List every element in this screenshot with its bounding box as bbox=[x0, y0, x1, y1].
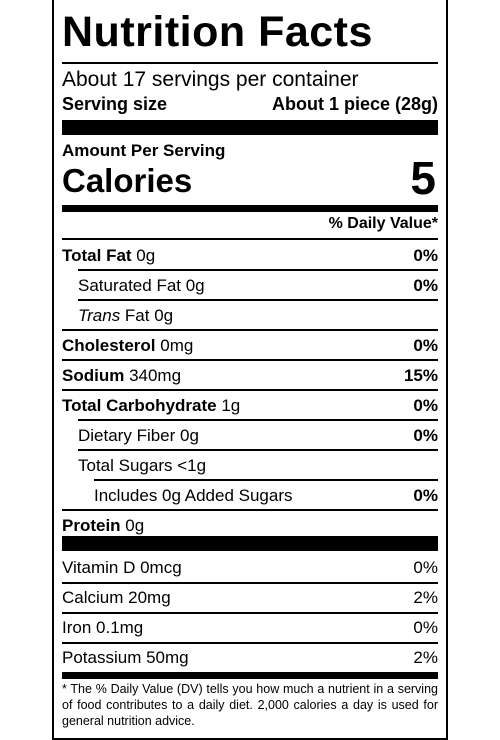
nutrient-row-sodium: Sodium 340mg 15% bbox=[62, 361, 438, 391]
medium-divider bbox=[62, 672, 438, 679]
nutrient-dv: 0% bbox=[413, 336, 438, 355]
vitamin-dv: 2% bbox=[413, 648, 438, 667]
vitamin-name: Potassium 50mg bbox=[62, 648, 189, 667]
footnote: * The % Daily Value (DV) tells you how m… bbox=[62, 682, 438, 728]
divider bbox=[94, 479, 438, 481]
nutrient-dv: 0% bbox=[413, 426, 438, 445]
vitamin-name: Iron 0.1mg bbox=[62, 618, 144, 637]
vitamin-row-vitamin-d: Vitamin D 0mcg 0% bbox=[62, 553, 438, 583]
nutrient-name: Sodium bbox=[62, 366, 125, 385]
nutrient-dv: 0% bbox=[413, 276, 438, 295]
divider bbox=[62, 612, 438, 614]
nutrient-name: Saturated Fat 0g bbox=[78, 276, 205, 295]
nutrient-row-total-sugars: Total Sugars <1g bbox=[78, 451, 438, 481]
nutrient-dv: 0% bbox=[413, 396, 438, 415]
vitamin-dv: 0% bbox=[413, 618, 438, 637]
nutrient-row-total-fat: Total Fat 0g 0% bbox=[62, 241, 438, 271]
nutrient-name: Total Fat bbox=[62, 246, 132, 265]
nutrient-amount: 0g bbox=[131, 246, 156, 265]
nutrient-amount: 0g bbox=[120, 516, 145, 535]
nutrient-row-saturated-fat: Saturated Fat 0g 0% bbox=[78, 271, 438, 301]
nutrient-row-cholesterol: Cholesterol 0mg 0% bbox=[62, 331, 438, 361]
divider bbox=[62, 329, 438, 331]
nutrient-name: Protein bbox=[62, 516, 121, 535]
nutrient-name: Dietary Fiber 0g bbox=[78, 426, 199, 445]
nutrient-name: Cholesterol bbox=[62, 336, 156, 355]
divider bbox=[78, 299, 438, 301]
divider bbox=[62, 642, 438, 644]
vitamin-row-calcium: Calcium 20mg 2% bbox=[62, 583, 438, 613]
thick-divider bbox=[62, 120, 438, 135]
daily-value-header: % Daily Value* bbox=[328, 215, 438, 232]
divider bbox=[78, 449, 438, 451]
vitamin-dv: 0% bbox=[413, 558, 438, 577]
divider bbox=[78, 269, 438, 271]
nutrient-amount: 340mg bbox=[124, 366, 182, 385]
serving-size-value: About 1 piece (28g) bbox=[271, 94, 438, 114]
servings-per-container: About 17 servings per container bbox=[62, 68, 359, 91]
panel-title: Nutrition Facts bbox=[62, 8, 373, 56]
nutrient-dv: 0% bbox=[413, 486, 438, 505]
nutrient-amount: Fat 0g bbox=[120, 306, 174, 325]
divider bbox=[62, 509, 438, 511]
vitamin-name: Vitamin D 0mcg bbox=[62, 558, 182, 577]
nutrient-row-trans-fat: Trans Fat 0g bbox=[78, 301, 438, 331]
nutrient-row-total-carbohydrate: Total Carbohydrate 1g 0% bbox=[62, 391, 438, 421]
calories-value: 5 bbox=[410, 152, 436, 204]
nutrient-dv: 0% bbox=[413, 246, 438, 265]
vitamin-row-potassium: Potassium 50mg 2% bbox=[62, 643, 438, 673]
thick-divider bbox=[62, 536, 438, 551]
nutrient-row-protein: Protein 0g bbox=[62, 511, 438, 541]
divider bbox=[62, 238, 438, 240]
nutrient-amount: 1g bbox=[216, 396, 241, 415]
vitamin-dv: 2% bbox=[413, 588, 438, 607]
nutrient-dv: 15% bbox=[403, 366, 438, 385]
vitamin-name: Calcium 20mg bbox=[62, 588, 171, 607]
nutrient-name: Total Carbohydrate bbox=[62, 396, 217, 415]
divider bbox=[62, 389, 438, 391]
nutrient-name: Total Sugars <1g bbox=[78, 456, 207, 475]
nutrient-amount: 0mg bbox=[155, 336, 194, 355]
medium-divider bbox=[62, 205, 438, 212]
nutrient-row-added-sugars: Includes 0g Added Sugars 0% bbox=[94, 481, 438, 511]
divider bbox=[62, 62, 438, 64]
divider bbox=[62, 359, 438, 361]
divider bbox=[78, 419, 438, 421]
divider bbox=[62, 582, 438, 584]
amount-per-serving: Amount Per Serving bbox=[62, 141, 226, 160]
serving-size-row: Serving size About 1 piece (28g) bbox=[62, 93, 438, 115]
nutrition-facts-panel: Nutrition Facts About 17 servings per co… bbox=[52, 0, 448, 740]
vitamin-row-iron: Iron 0.1mg 0% bbox=[62, 613, 438, 643]
nutrient-name: Trans bbox=[78, 306, 121, 325]
nutrient-row-dietary-fiber: Dietary Fiber 0g 0% bbox=[78, 421, 438, 451]
calories-label: Calories bbox=[62, 162, 193, 199]
serving-size-label: Serving size bbox=[62, 94, 168, 114]
nutrient-name: Includes 0g Added Sugars bbox=[94, 486, 293, 505]
